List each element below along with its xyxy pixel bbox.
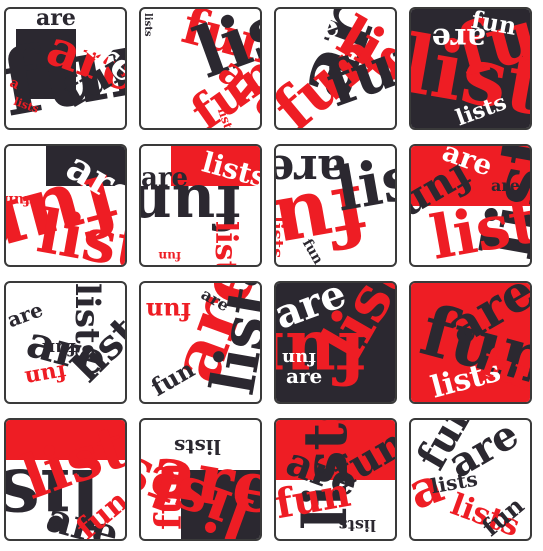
word-glyph: lists bbox=[32, 196, 125, 265]
word-glyph: are bbox=[36, 9, 76, 31]
word-glyph: fun bbox=[276, 316, 366, 399]
red-block bbox=[6, 420, 125, 460]
word-glyph: are bbox=[276, 146, 346, 196]
word-glyph: lists bbox=[411, 16, 530, 128]
word-glyph: fun bbox=[148, 462, 190, 530]
artwork-tile-13[interactable]: lists lists are fun bbox=[4, 418, 127, 541]
word-glyph: fun bbox=[158, 249, 181, 263]
artwork-tile-8[interactable]: lists lists are fun are bbox=[409, 144, 532, 267]
word-glyph: lists bbox=[6, 451, 101, 539]
red-block bbox=[276, 420, 395, 480]
word-glyph: lists bbox=[276, 216, 287, 258]
artwork-tile-14[interactable]: are fun lists lists bbox=[139, 418, 262, 541]
word-glyph: fun bbox=[141, 171, 241, 241]
word-glyph: lists bbox=[208, 221, 243, 265]
tile-12-artwork: fun are lists fun bbox=[411, 283, 530, 402]
artwork-tile-15[interactable]: are lists fun lists fun bbox=[274, 418, 397, 541]
red-block bbox=[411, 146, 530, 206]
word-glyph: lists bbox=[291, 420, 361, 530]
artwork-tile-12[interactable]: fun are lists fun bbox=[409, 281, 532, 404]
word-glyph: are bbox=[286, 364, 322, 388]
dark-block bbox=[16, 29, 76, 99]
word-glyph: lists bbox=[174, 435, 221, 459]
tile-6-artwork: fun are lists fun lists bbox=[141, 146, 260, 265]
artwork-tile-5[interactable]: fun lists fun are bbox=[4, 144, 127, 267]
word-glyph: lists bbox=[338, 516, 376, 535]
word-glyph: are bbox=[432, 21, 486, 56]
word-glyph: are bbox=[491, 176, 520, 195]
word-glyph: fun bbox=[6, 9, 125, 128]
tile-10-artwork: fun are lists fun are bbox=[146, 283, 260, 402]
word-glyph: fun bbox=[6, 192, 30, 208]
artwork-tile-11[interactable]: fun lists are fun are bbox=[274, 281, 397, 404]
dark-block bbox=[181, 470, 260, 539]
word-glyph: lists bbox=[67, 283, 107, 363]
dark-block bbox=[411, 9, 530, 128]
word-glyph: are bbox=[141, 163, 188, 193]
tile-13-artwork: lists lists are fun bbox=[6, 420, 125, 539]
word-glyph: lists bbox=[330, 146, 395, 226]
tile-14-artwork: are fun lists lists bbox=[141, 428, 260, 539]
tile-1-artwork: fun are are fun a lists are bbox=[6, 9, 125, 128]
artwork-tile-2[interactable]: fun lists fun are lists lists bbox=[139, 7, 262, 130]
word-glyph: fun bbox=[276, 167, 374, 265]
artwork-tile-16[interactable]: fun are a lists lists fun bbox=[409, 418, 532, 541]
dark-block bbox=[46, 146, 125, 186]
tile-16-artwork: fun are a lists lists fun bbox=[411, 420, 529, 539]
word-glyph: fun bbox=[282, 348, 316, 369]
artwork-tile-6[interactable]: fun are lists fun lists bbox=[139, 144, 262, 267]
red-block bbox=[171, 146, 260, 186]
tile-9-artwork: are are lists fun lists fun bbox=[6, 283, 125, 392]
artwork-tile-7[interactable]: are fun lists fun lists bbox=[274, 144, 397, 267]
tile-11-artwork: fun lists are fun are bbox=[276, 283, 395, 402]
tile-7-artwork: are fun lists fun lists bbox=[276, 146, 395, 265]
artwork-tile-1[interactable]: fun are are fun a lists are bbox=[4, 7, 127, 130]
word-glyph: lists bbox=[142, 13, 153, 37]
red-block bbox=[411, 283, 530, 402]
tile-5-artwork: fun lists fun are bbox=[6, 146, 125, 265]
word-glyph: fun bbox=[146, 297, 191, 326]
dark-block bbox=[276, 283, 395, 402]
artwork-tile-10[interactable]: fun are lists fun are bbox=[139, 281, 262, 404]
tile-15-artwork: are lists fun lists fun bbox=[276, 420, 395, 535]
word-glyph: fun bbox=[42, 338, 76, 359]
tile-8-artwork: lists lists are fun are bbox=[411, 146, 530, 265]
artwork-tile-3[interactable]: are fun lists fun are bbox=[274, 7, 397, 130]
tile-4-artwork: lists fun are lists fun bbox=[411, 9, 530, 128]
tile-2-artwork: fun lists fun are lists lists bbox=[142, 9, 260, 128]
tile-3-artwork: are fun lists fun are bbox=[276, 9, 395, 128]
artwork-tile-4[interactable]: lists fun are lists fun bbox=[409, 7, 532, 130]
artwork-tile-9[interactable]: are are lists fun lists fun bbox=[4, 281, 127, 404]
